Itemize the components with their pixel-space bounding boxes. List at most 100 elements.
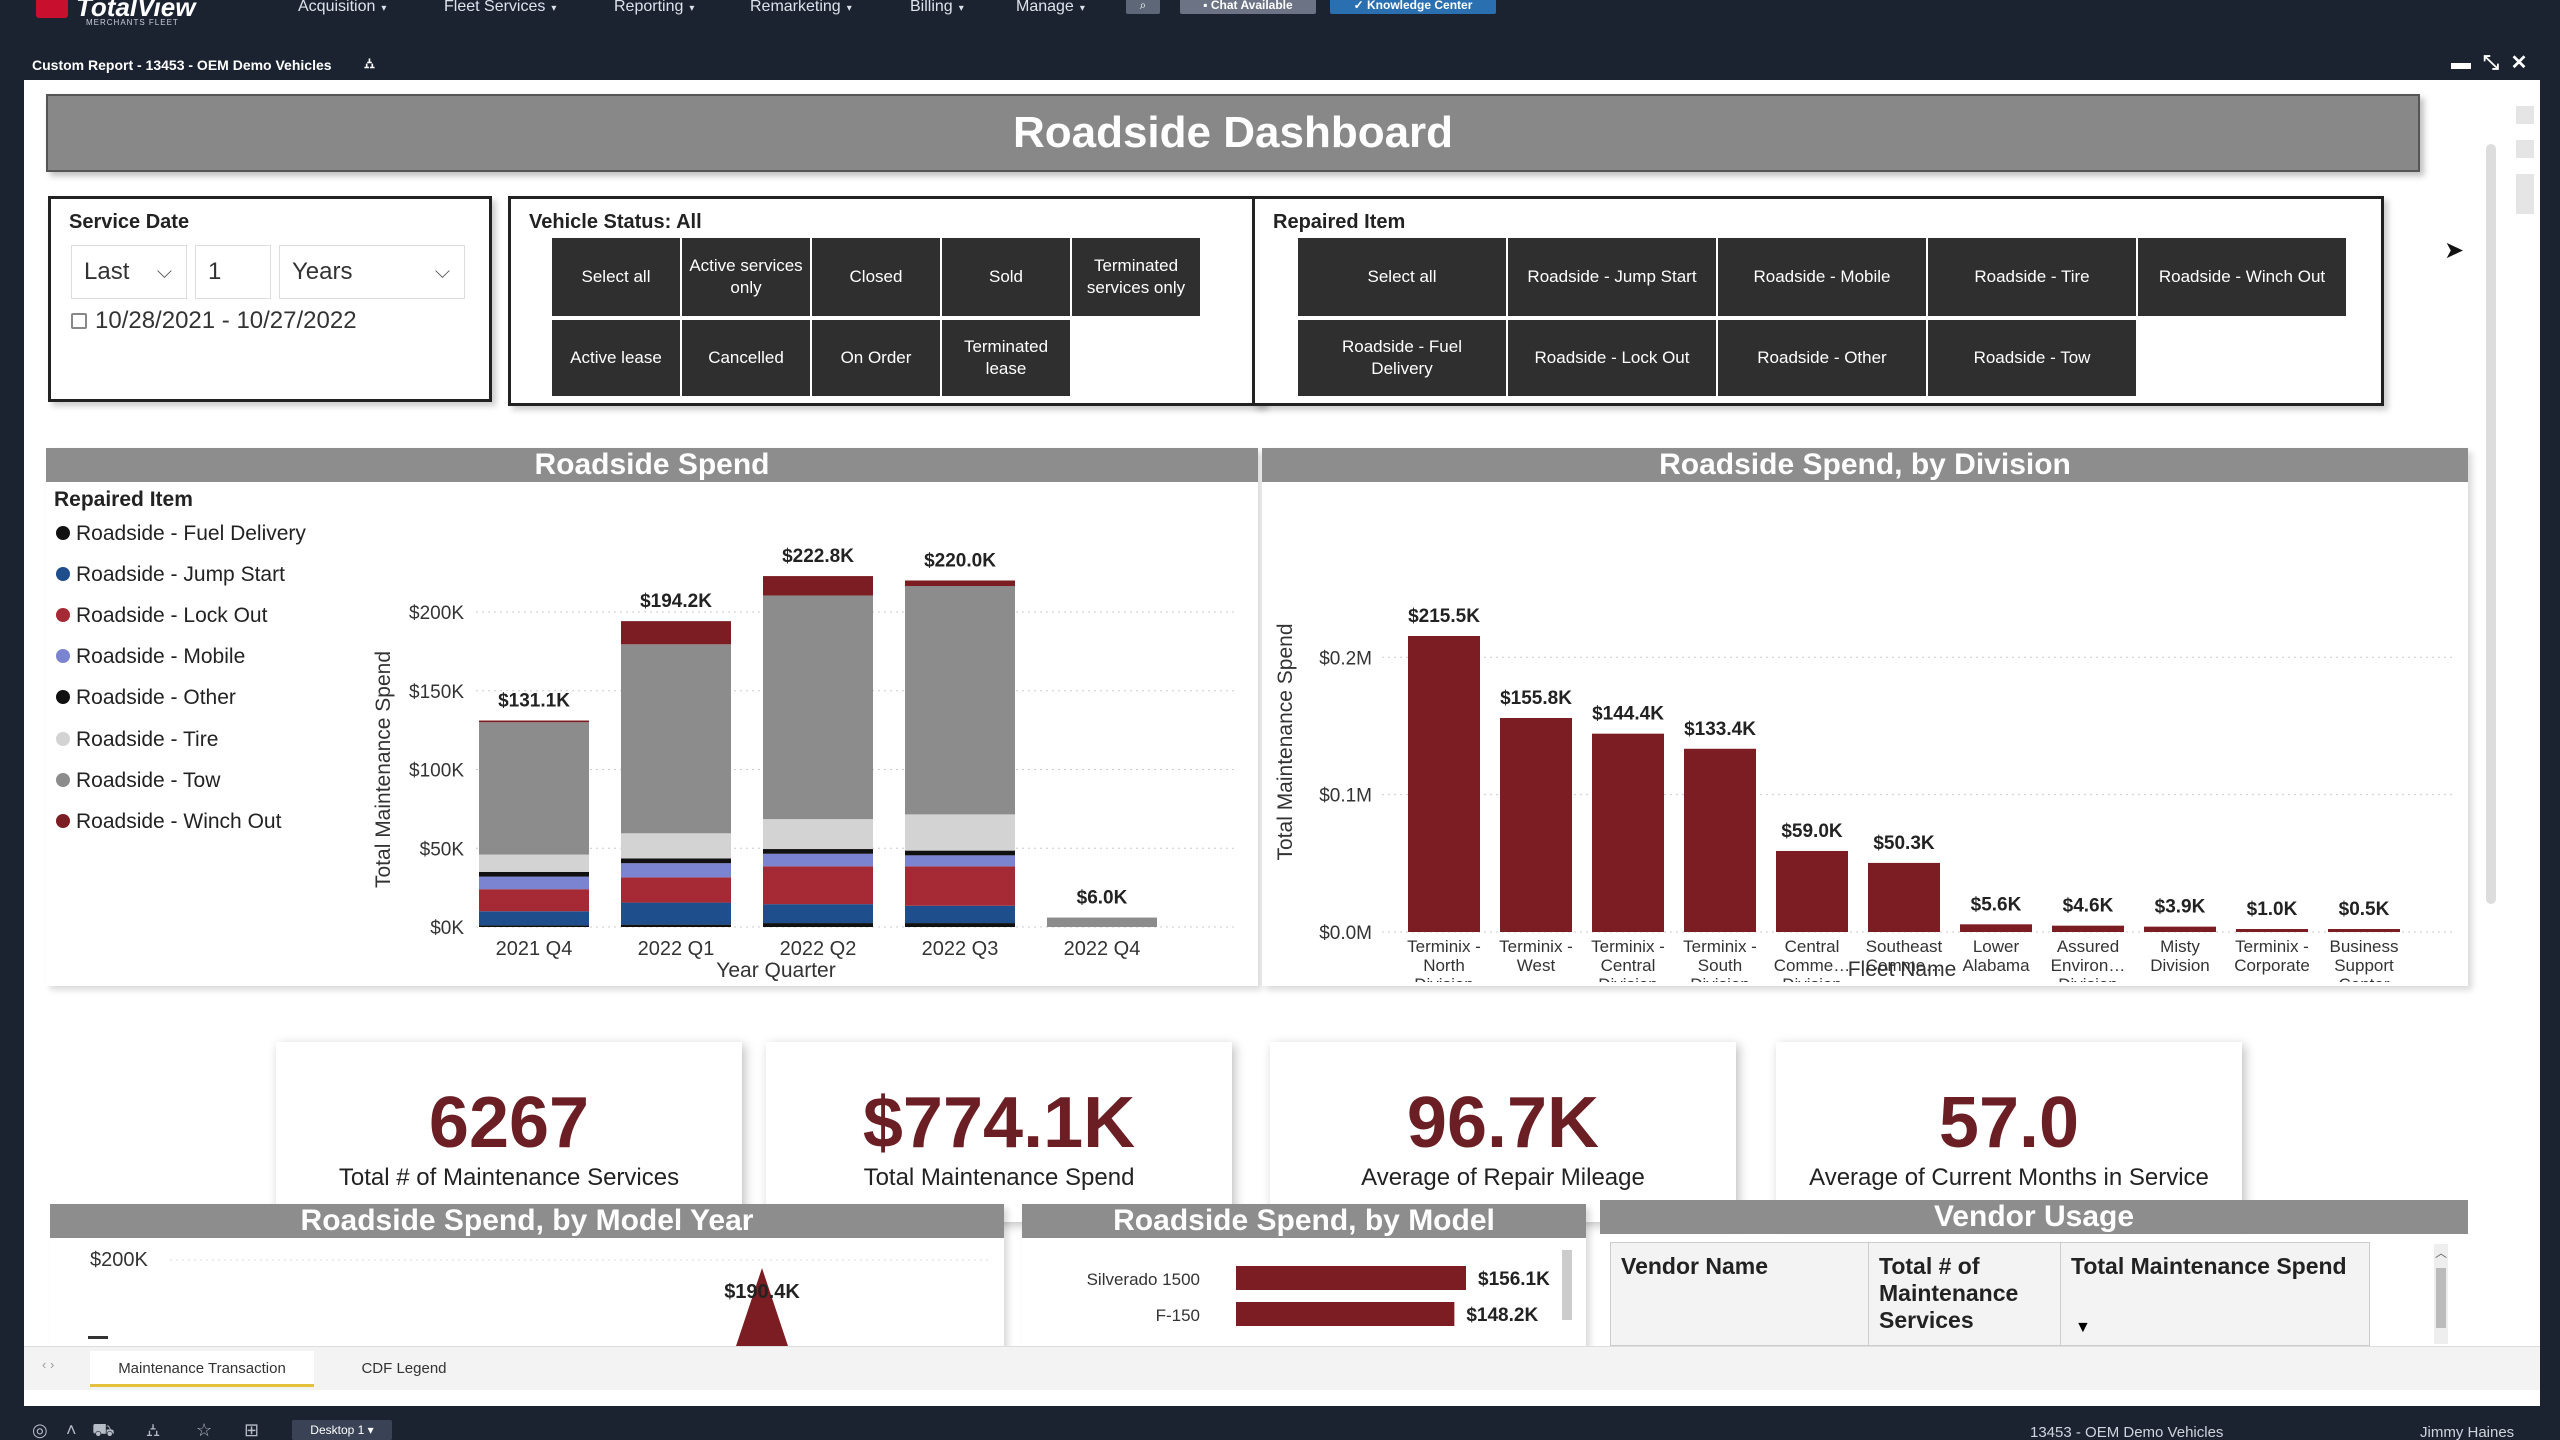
repaired-mobile-button[interactable]: Roadside - Mobile [1717,237,1927,317]
legend-item[interactable]: Roadside - Other [56,686,236,710]
hierarchy-icon[interactable]: ⛼ [146,1420,161,1440]
service-date-filter: Service Date Last ⌵ 1 Years ⌵ 10/28/2021… [48,196,492,402]
tab-scroll-arrows-icon[interactable]: ‹ › [42,1357,55,1372]
spend-by-division-chart[interactable]: $0.0M $0.1M $0.2M Total Maintenance Spend Fl… [1262,482,2468,982]
logo[interactable]: TotalView [36,0,195,20]
column-header[interactable]: Vendor Name [1611,1243,1869,1345]
nav-reporting[interactable]: Reporting ▾ [614,0,694,16]
visual-header-icon[interactable] [2516,174,2534,214]
repaired-winch-out-button[interactable]: Roadside - Winch Out [2137,237,2347,317]
repaired-tow-button[interactable]: Roadside - Tow [1927,319,2137,397]
legend-item[interactable]: Roadside - Tire [56,728,218,752]
legend-item[interactable]: Roadside - Lock Out [56,604,267,628]
column-header[interactable]: Total # of Maintenance Services [1869,1243,2061,1345]
vendor-table-scrollbar[interactable]: ︿ [2434,1244,2448,1344]
tab-maintenance-transaction[interactable]: Maintenance Transaction [90,1351,314,1387]
nav-remarketing[interactable]: Remarketing ▾ [750,0,852,16]
globe-icon[interactable]: ◎ [32,1420,48,1440]
legend-label: Roadside - Tire [76,728,219,751]
status-terminated-lease-button[interactable]: Terminated lease [941,319,1071,397]
repaired-other-button[interactable]: Roadside - Other [1717,319,1927,397]
search-button[interactable]: ⌕ [1126,0,1160,14]
canvas-scrollbar[interactable] [2486,144,2496,904]
close-icon[interactable]: ✕ [2510,52,2528,74]
scrollbar-thumb[interactable] [2436,1268,2446,1328]
chevron-up-icon[interactable]: ˄ [66,1420,77,1440]
repaired-fuel-delivery-button[interactable]: Roadside - Fuel Delivery [1297,319,1507,397]
legend-item[interactable]: Roadside - Fuel Delivery [56,522,306,546]
repaired-jump-start-button[interactable]: Roadside - Jump Start [1507,237,1717,317]
column-header[interactable]: Total Maintenance Spend [2071,1253,2347,1279]
x-tick-label: Division [2150,956,2210,975]
chevron-down-icon: ⌵ [156,261,172,283]
star-icon[interactable]: ☆ [196,1420,213,1440]
x-tick-label: Comme… [1866,956,1943,975]
bar-value-label: $59.0K [1781,821,1843,842]
spend-by-model-title: Roadside Spend, by Model [1022,1204,1586,1238]
nav-billing[interactable]: Billing ▾ [910,0,964,16]
bar-segment [905,905,1015,924]
x-tick-label: 2021 Q4 [496,938,573,960]
x-tick-label: Division [1598,975,1658,982]
period-count-input[interactable]: 1 [195,245,271,299]
bar-value-label: $156.1K [1478,1269,1550,1290]
y-tick-label: F-150 [1156,1306,1200,1325]
legend-item[interactable]: Roadside - Tow [56,769,220,793]
status-select-all-button[interactable]: Select all [551,237,681,317]
status-terminated-services-button[interactable]: Terminated services only [1071,237,1201,317]
restore-icon[interactable]: ⤡ [2483,52,2499,74]
caret-down-icon: ▾ [958,3,964,14]
x-tick-label: Misty [2160,937,2200,956]
desktop-switcher[interactable]: Desktop 1 ▾ [292,1420,392,1440]
legend-label: Roadside - Other [76,686,236,709]
plus-icon[interactable]: ⊞ [244,1420,260,1440]
x-tick-label: Terminix - [1499,937,1573,956]
legend-item[interactable]: Roadside - Mobile [56,645,245,669]
visual-header-icon[interactable] [2516,106,2534,124]
bar-segment [905,580,1015,587]
logo-mark-icon [36,0,68,18]
tab-cdf-legend[interactable]: CDF Legend [361,1360,447,1377]
kpi-label: Total # of Maintenance Services [338,1164,680,1191]
knowledge-center-label: Knowledge Center [1367,0,1473,12]
chevron-up-icon[interactable]: ︿ [2435,1246,2448,1260]
bar-value-label: $50.3K [1873,833,1935,854]
minimize-icon[interactable]: ▬ [2451,52,2471,74]
status-sold-button[interactable]: Sold [941,237,1071,317]
car-icon[interactable]: ⛟ [92,1420,115,1440]
nav-acquisition[interactable]: Acquisition ▾ [298,0,386,16]
kpi-value: 6267 [428,1083,590,1163]
repaired-select-all-button[interactable]: Select all [1297,237,1507,317]
collapse-toggle [88,1336,108,1339]
hierarchy-icon[interactable]: ⛼ [364,55,375,71]
x-tick-label: Southeast [1866,937,1943,956]
nav-manage[interactable]: Manage ▾ [1016,0,1085,16]
period-unit-select[interactable]: Years ⌵ [279,245,465,299]
knowledge-center-button[interactable]: ✓ Knowledge Center [1330,0,1496,14]
nav-fleet-services[interactable]: Fleet Services ▾ [444,0,556,16]
relative-period-select[interactable]: Last ⌵ [71,245,187,299]
bar-total-label: $220.0K [924,551,996,572]
sort-down-icon[interactable]: ▼ [2075,1319,2091,1336]
status-closed-button[interactable]: Closed [811,237,941,317]
legend-item[interactable]: Roadside - Jump Start [56,563,285,587]
bar-segment [905,814,1015,851]
taskbar-user[interactable]: Jimmy Haines [2420,1424,2515,1440]
repaired-lock-out-button[interactable]: Roadside - Lock Out [1507,319,1717,397]
visual-header-icon[interactable] [2516,140,2534,158]
bar-total-label: $6.0K [1077,888,1128,909]
spend-by-model-year-chart[interactable]: $200K $190.4K [50,1238,1004,1346]
chat-button[interactable]: ▪ Chat Available [1180,0,1316,14]
status-cancelled-button[interactable]: Cancelled [681,319,811,397]
status-active-services-button[interactable]: Active services only [681,237,811,317]
status-active-lease-button[interactable]: Active lease [551,319,681,397]
legend-dot-icon [56,526,70,540]
x-axis-title: Year Quarter [716,959,835,982]
legend-item[interactable]: Roadside - Winch Out [56,810,281,834]
date-range[interactable]: 10/28/2021 - 10/27/2022 [71,307,357,335]
status-on-order-button[interactable]: On Order [811,319,941,397]
x-tick-label: North [1423,956,1465,975]
repaired-tire-button[interactable]: Roadside - Tire [1927,237,2137,317]
spend-by-model-chart[interactable]: Silverado 1500 $156.1K F-150 $148.2K [1022,1238,1586,1346]
roadside-spend-chart[interactable]: $0K $50K $100K $150K $200K Total Maintenance … [346,482,1246,982]
